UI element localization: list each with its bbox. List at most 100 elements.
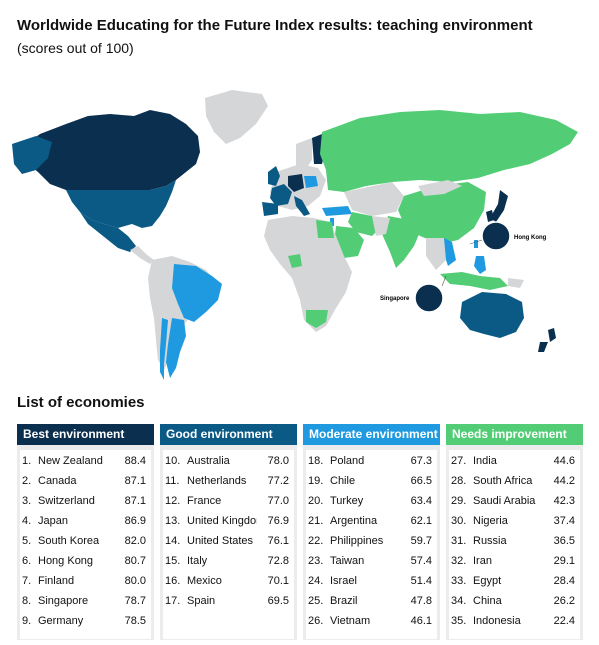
economy-score: 78.5	[124, 615, 146, 627]
page-subtitle: (scores out of 100)	[17, 40, 134, 56]
economy-rank: 32.	[451, 555, 467, 567]
category-list: 27. India 44.6 28. South Africa 44.2 29. Saudi …	[449, 450, 580, 639]
category-header: Moderate environment	[303, 424, 440, 445]
economy-row: 2. Canada 87.1	[20, 471, 151, 491]
economy-name: Canada	[38, 475, 77, 487]
economy-name: Vietnam	[330, 615, 371, 627]
economy-row: 6. Hong Kong 80.7	[20, 551, 151, 571]
economy-rank: 15.	[165, 555, 181, 567]
economy-rank: 35.	[451, 615, 467, 627]
economy-score: 26.2	[553, 595, 575, 607]
hong-kong-label: Hong Kong	[514, 235, 547, 241]
country-germany	[288, 174, 304, 192]
country-canada	[18, 110, 200, 190]
category-list: 1. New Zealand 88.4 2. Canada 87.1 3. Switzerla…	[20, 450, 151, 639]
economy-rank: 8.	[22, 595, 32, 607]
economy-rank: 27.	[451, 455, 467, 467]
economy-rank: 30.	[451, 515, 467, 527]
country-central-america	[130, 246, 154, 264]
economy-rank: 31.	[451, 535, 467, 547]
economy-row: 9. Germany 78.5	[20, 611, 151, 631]
list-heading: List of economies	[17, 394, 145, 411]
economy-row: 18. Poland 67.3	[306, 451, 437, 471]
country-australia	[460, 292, 524, 338]
economy-score: 44.6	[553, 455, 575, 467]
economy-score: 78.7	[124, 595, 146, 607]
economy-score: 66.5	[410, 475, 432, 487]
economy-score: 51.4	[410, 575, 432, 587]
economy-score: 46.1	[410, 615, 432, 627]
country-italy	[294, 196, 310, 216]
economy-name: Italy	[187, 555, 208, 567]
economy-name: Philippines	[330, 535, 384, 547]
economy-rank: 24.	[308, 575, 324, 587]
economy-row: 16. Mexico 70.1	[163, 571, 294, 591]
category-panel: Needs improvement 27. India 44.6 28. South Af…	[446, 424, 583, 640]
economy-name: Spain	[187, 595, 216, 607]
country-china	[398, 182, 486, 244]
category-header: Best environment	[17, 424, 154, 445]
economy-rank: 25.	[308, 595, 324, 607]
economy-name: Poland	[330, 455, 365, 467]
economy-name: Japan	[38, 515, 68, 527]
economy-row: 4. Japan 86.9	[20, 511, 151, 531]
economy-score: 63.4	[410, 495, 432, 507]
country-philippines	[474, 256, 486, 274]
country-mongolia	[418, 180, 462, 196]
economy-name: Netherlands	[187, 475, 247, 487]
economy-row: 1. New Zealand 88.4	[20, 451, 151, 471]
country-argentina	[166, 318, 186, 378]
economy-name: Brazil	[330, 595, 358, 607]
economy-row: 8. Singapore 78.7	[20, 591, 151, 611]
economy-name: Hong Kong	[38, 555, 94, 567]
economy-rank: 1.	[22, 455, 32, 467]
economy-name: United Kingdom	[187, 515, 257, 527]
country-nigeria	[288, 254, 302, 268]
economy-name: Switzerland	[38, 495, 95, 507]
singapore-callout-circle	[414, 283, 444, 313]
economy-row: 21. Argentina 62.1	[306, 511, 437, 531]
economy-row: 10. Australia 78.0	[163, 451, 294, 471]
economy-score: 29.1	[553, 555, 575, 567]
map-countries	[12, 90, 578, 380]
economy-score: 88.4	[124, 455, 146, 467]
economy-rank: 29.	[451, 495, 467, 507]
economy-name: Egypt	[473, 575, 502, 587]
economy-score: 87.1	[124, 495, 146, 507]
category-list: 10. Australia 78.0 11. Netherlands 77.2 12. Fra…	[163, 450, 294, 639]
economy-score: 44.2	[553, 475, 575, 487]
economy-name: France	[187, 495, 222, 507]
economy-row: 13. United Kingdom 76.9	[163, 511, 294, 531]
economy-rank: 33.	[451, 575, 467, 587]
hong-kong-callout-line	[469, 239, 483, 245]
economy-name: South Korea	[38, 535, 100, 547]
economy-score: 86.9	[124, 515, 146, 527]
country-chile	[160, 318, 168, 380]
country-india	[382, 216, 420, 268]
economy-score: 82.0	[124, 535, 146, 547]
economy-name: Germany	[38, 615, 84, 627]
economy-rank: 10.	[165, 455, 181, 467]
singapore-callout: Singapore	[380, 275, 447, 313]
page-title: Worldwide Educating for the Future Index…	[17, 17, 533, 34]
economy-score: 22.4	[553, 615, 575, 627]
country-new-zealand-south	[538, 342, 548, 352]
economy-row: 20. Turkey 63.4	[306, 491, 437, 511]
economy-row: 25. Brazil 47.8	[306, 591, 437, 611]
country-mexico	[80, 212, 136, 252]
economy-rank: 3.	[22, 495, 32, 507]
economy-rank: 26.	[308, 615, 324, 627]
country-se-asia-other	[426, 238, 446, 270]
category-header: Good environment	[160, 424, 297, 445]
economy-name: Russia	[473, 535, 507, 547]
economy-score: 37.4	[553, 515, 575, 527]
economy-name: Saudi Arabia	[473, 495, 536, 507]
economy-rank: 7.	[22, 575, 32, 587]
economy-score: 57.4	[410, 555, 432, 567]
economy-row: 22. Philippines 59.7	[306, 531, 437, 551]
economy-row: 33. Egypt 28.4	[449, 571, 580, 591]
economy-row: 24. Israel 51.4	[306, 571, 437, 591]
economy-rank: 5.	[22, 535, 32, 547]
country-taiwan	[474, 240, 478, 248]
category-list: 18. Poland 67.3 19. Chile 66.5 20. Turkey 63.4 21…	[306, 450, 437, 639]
